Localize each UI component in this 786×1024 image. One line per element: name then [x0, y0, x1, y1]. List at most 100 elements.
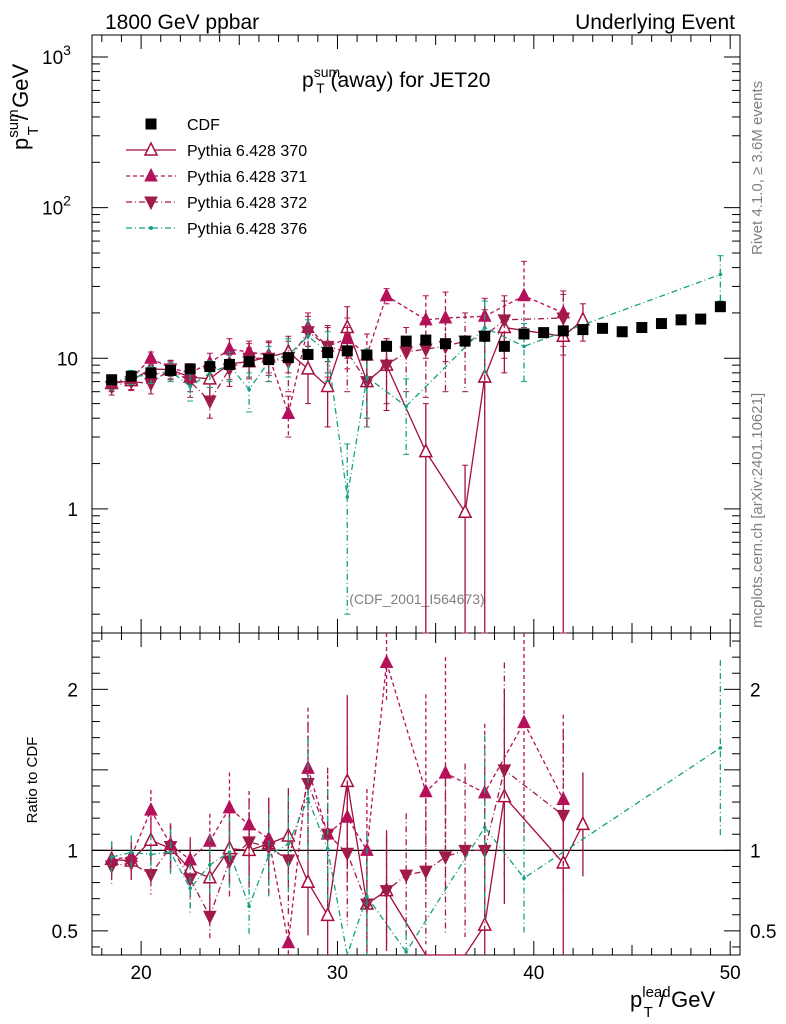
cdf-point [518, 328, 530, 340]
series-4-ratio-point [718, 746, 723, 750]
y-tick-label-power: 103 [42, 42, 71, 69]
cdf-point [223, 358, 235, 370]
series-3-ratio-point [340, 847, 355, 862]
cdf-point [361, 349, 373, 361]
legend-label: Pythia 6.428 376 [187, 221, 307, 238]
series-1-point [300, 360, 316, 375]
series-2-point [379, 287, 394, 302]
series-4-ratio-point [522, 876, 526, 880]
series-2-ratio-point [144, 801, 158, 816]
series-1-point [320, 377, 335, 393]
series-2-ratio-point [517, 714, 531, 729]
series-2-point [517, 287, 531, 302]
series-1-ratio-point [575, 815, 591, 831]
series-4-ratio-point [208, 863, 212, 867]
series-2-point [281, 405, 296, 419]
y-tick-label: 1 [67, 500, 78, 521]
ratio-y-tick-label: 2 [67, 680, 78, 701]
series-4-ratio-point [286, 842, 291, 846]
series-4-line [111, 273, 721, 498]
cdf-point [675, 314, 687, 326]
analysis-id-label: (CDF_2001_I564673) [349, 591, 484, 607]
series-1-ratio-point [320, 906, 335, 922]
x-tick-label: 50 [720, 963, 741, 984]
series-4-ratio-point [482, 825, 487, 830]
cdf-point [302, 348, 314, 360]
legend-marker [144, 167, 158, 182]
cdf-point [204, 361, 216, 373]
plot-title: psum T (away) for JET20 [302, 64, 490, 96]
series-4-ratio-point [149, 852, 153, 857]
series-4-ratio-point [168, 850, 173, 855]
ratio-y-tick-label-right: 0.5 [750, 922, 776, 943]
series-2-ratio-point [379, 654, 394, 669]
series-2-ratio-point [222, 799, 237, 814]
cdf-point [282, 352, 294, 364]
axis-ticks: 20 30 40 50 1 10 102 103 0.5 0.5 1 1 2 2 [42, 35, 776, 984]
series-3-ratio-line [111, 768, 564, 918]
mcplots-label: mcplots.cern.ch [arXiv:2401.10621] [749, 393, 766, 628]
series-4-point [404, 404, 408, 409]
series-4-point [306, 334, 310, 339]
cdf-point [145, 367, 157, 379]
y-tick-label: 10 [57, 349, 78, 370]
series-3-point [379, 359, 394, 374]
series-4-point [718, 272, 723, 277]
x-tick-label: 20 [131, 963, 152, 984]
ratio-plot-frame [91, 632, 741, 956]
ratio-y-tick-label-right: 1 [750, 841, 761, 862]
series-4-ratio-point [266, 853, 271, 858]
series-3-ratio-point [242, 836, 256, 850]
legend-label: Pythia 6.428 371 [187, 169, 307, 186]
cdf-point [125, 370, 137, 382]
x-tick-label: 30 [327, 963, 348, 984]
x-axis-label: plead T / GeV [630, 984, 715, 1021]
series-1-point [457, 503, 473, 519]
series-3-ratio-point [203, 910, 217, 925]
legend-label: CDF [187, 117, 220, 134]
cdf-point [597, 322, 609, 334]
y-tick-label-power: 102 [42, 193, 71, 220]
ratio-y-tick-label: 1 [67, 841, 78, 862]
series-4-ratio-point [129, 850, 134, 855]
cdf-point [498, 340, 510, 352]
series-4-point [188, 384, 192, 389]
series-3-ratio-point [104, 860, 119, 875]
series-3-ratio-point [419, 865, 433, 880]
series-4-ratio-point [227, 850, 232, 854]
series-4-point [522, 344, 526, 349]
series-2-point [144, 350, 158, 364]
series-3-point [203, 395, 217, 410]
legend-marker [145, 118, 157, 130]
cdf-point [322, 347, 334, 359]
series-4-ratio-point [306, 796, 310, 801]
cdf-point [714, 301, 726, 313]
series-4-point [247, 387, 251, 392]
series-4-ratio-point [247, 904, 251, 909]
series-3-ratio-point [556, 809, 571, 824]
x-tick-label: 40 [523, 963, 544, 984]
series-3-line [111, 317, 564, 403]
cdf-point [479, 330, 491, 342]
series-2-line [111, 294, 564, 416]
cdf-point [341, 345, 353, 357]
cdf-point [165, 364, 177, 376]
cdf-point [655, 318, 667, 330]
cdf-point [577, 324, 589, 336]
legend-marker [149, 226, 153, 230]
cdf-point [400, 335, 412, 347]
series-4-point [482, 325, 487, 330]
ratio-y-tick-label: 0.5 [52, 922, 78, 943]
cdf-point [106, 374, 118, 386]
cdf-point [184, 363, 196, 375]
legend: CDF Pythia 6.428 370 Pythia 6.428 371 Pythi… [126, 117, 307, 238]
cdf-point [420, 334, 432, 346]
series-4-point [365, 375, 369, 379]
cdf-point [439, 338, 451, 350]
cdf-point [381, 340, 393, 352]
cdf-point [263, 354, 275, 366]
legend-marker [143, 141, 159, 156]
series-2-ratio-point [281, 934, 296, 949]
series-4-ratio-line [111, 747, 721, 958]
